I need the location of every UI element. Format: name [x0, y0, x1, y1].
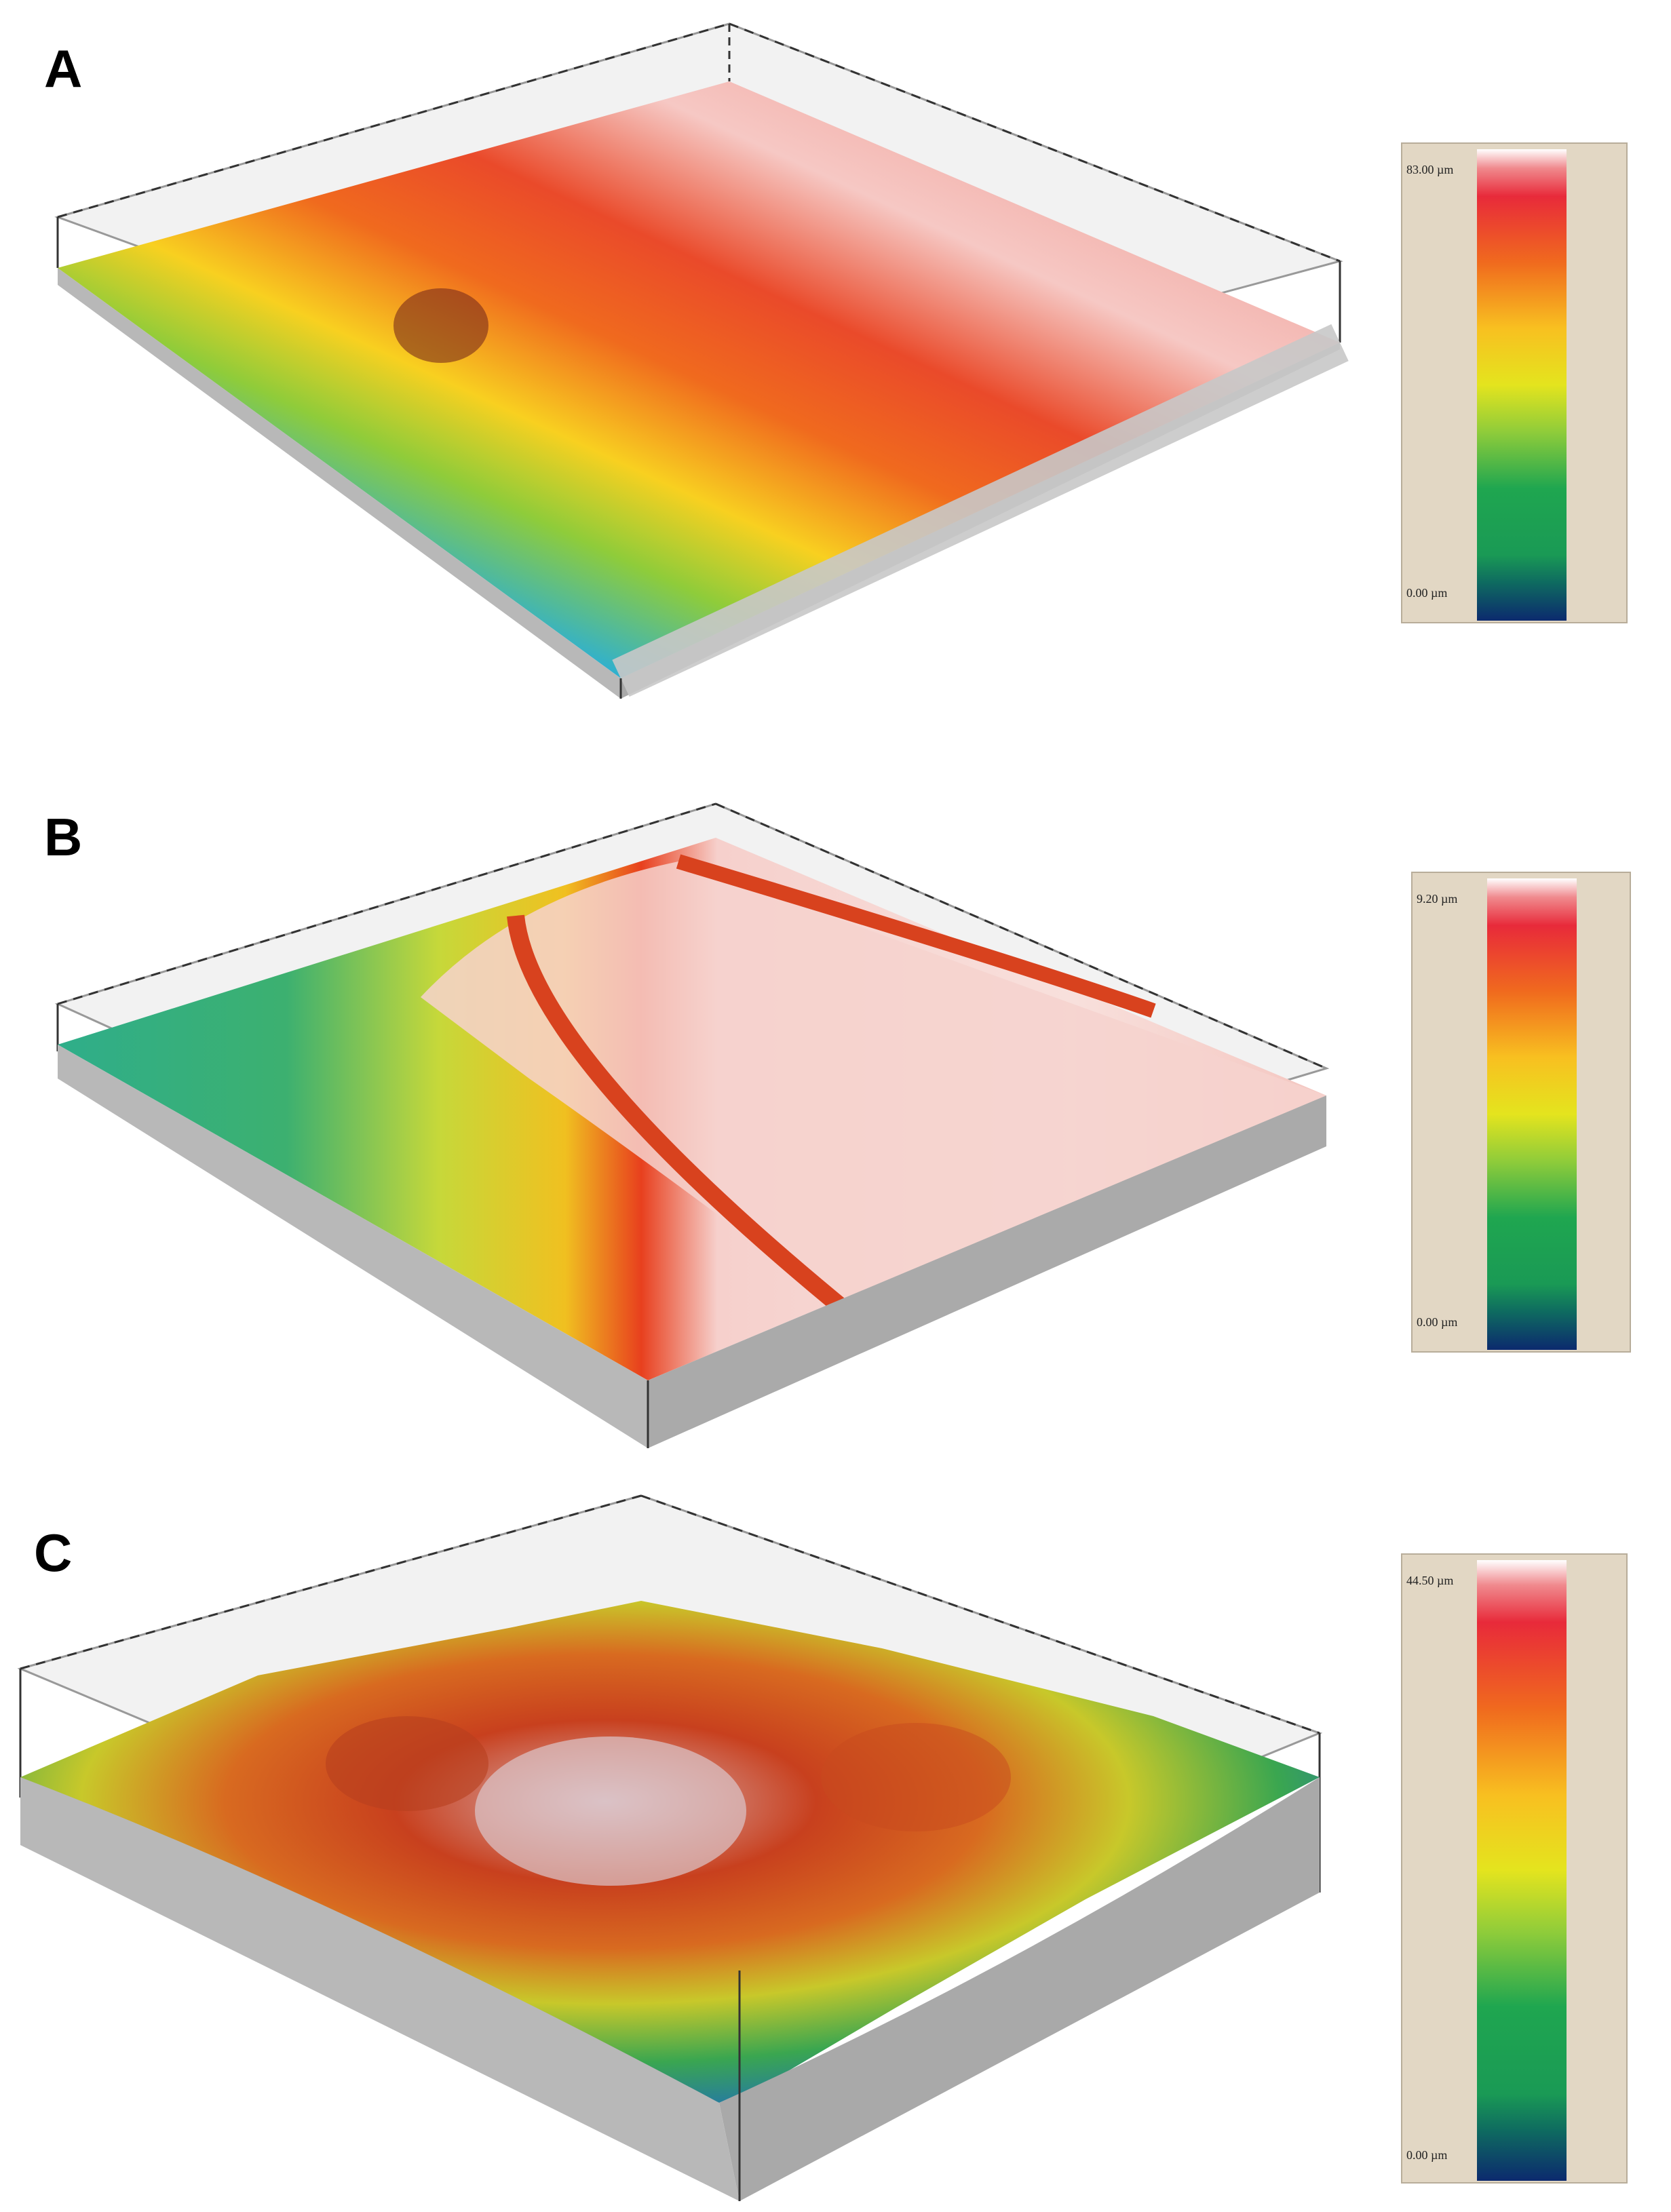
surface-plot-a: [54, 22, 1349, 699]
scale-min-b: 0.00 µm: [1417, 1315, 1458, 1329]
scale-max-b: 9.20 µm: [1417, 892, 1458, 906]
color-scale-b: 9.20 µm 0.00 µm: [1411, 872, 1631, 1353]
panel-letter-b: B: [44, 807, 83, 867]
color-scale-c: 44.50 µm 0.00 µm: [1401, 1553, 1628, 2184]
panel-letter-c: C: [34, 1523, 73, 1583]
color-scale-bar-c: [1477, 1560, 1567, 2181]
color-scale-bar-a: [1477, 149, 1567, 621]
panel-b: B 9.20 µm 0.00 µm: [0, 794, 1671, 1472]
surface-plot-c: [17, 1494, 1323, 2201]
scale-max-c: 44.50 µm: [1406, 1574, 1454, 1587]
panel-letter-a: A: [44, 39, 83, 98]
color-scale-a: 83.00 µm 0.00 µm: [1401, 142, 1628, 623]
surface-plot-b: [54, 802, 1330, 1448]
color-scale-bar-b: [1487, 878, 1577, 1350]
scale-min-c: 0.00 µm: [1406, 2148, 1448, 2162]
panel-a: A: [0, 0, 1671, 733]
scale-min-a: 0.00 µm: [1406, 586, 1448, 600]
panel-c: C 44.50 µm 0.00 µm: [0, 1492, 1671, 2212]
scale-max-a: 83.00 µm: [1406, 163, 1454, 176]
